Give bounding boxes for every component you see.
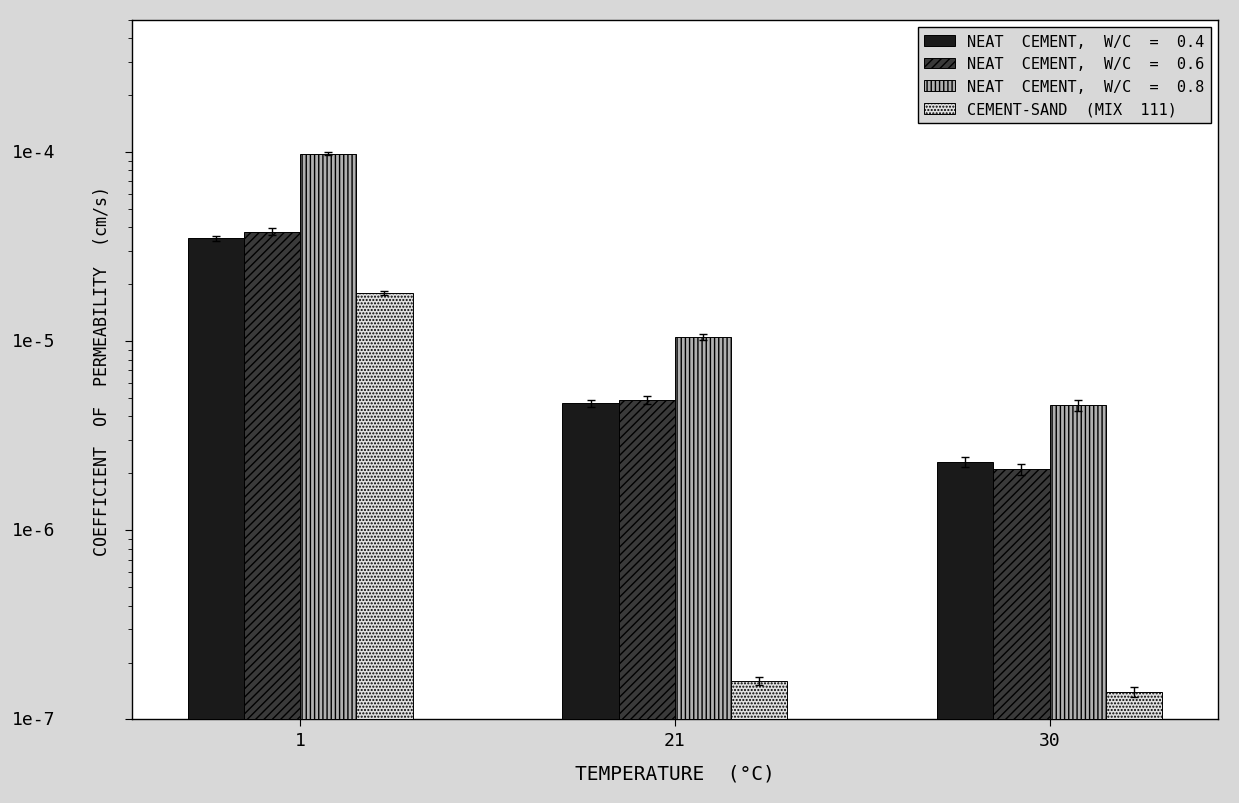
Bar [937, 463, 994, 803]
Text: 1e-4: 1e-4 [12, 144, 56, 162]
Bar [731, 681, 787, 803]
Bar [188, 239, 244, 803]
Bar [244, 232, 300, 803]
Bar [300, 154, 357, 803]
Bar [994, 470, 1049, 803]
Bar [357, 294, 413, 803]
X-axis label: TEMPERATURE  (°C): TEMPERATURE (°C) [575, 763, 774, 782]
Bar [618, 400, 675, 803]
Bar [563, 404, 618, 803]
Y-axis label: COEFFICIENT  OF  PERMEABILITY  (cm/s): COEFFICIENT OF PERMEABILITY (cm/s) [93, 185, 110, 555]
Bar [1049, 406, 1105, 803]
Bar [1105, 692, 1162, 803]
Text: 1e-7: 1e-7 [12, 711, 56, 728]
Bar [675, 338, 731, 803]
Text: 1e-6: 1e-6 [12, 522, 56, 540]
Legend: NEAT  CEMENT,  W/C  =  0.4, NEAT  CEMENT,  W/C  =  0.6, NEAT  CEMENT,  W/C  =  0: NEAT CEMENT, W/C = 0.4, NEAT CEMENT, W/C… [918, 28, 1211, 124]
Text: 1e-5: 1e-5 [12, 332, 56, 351]
